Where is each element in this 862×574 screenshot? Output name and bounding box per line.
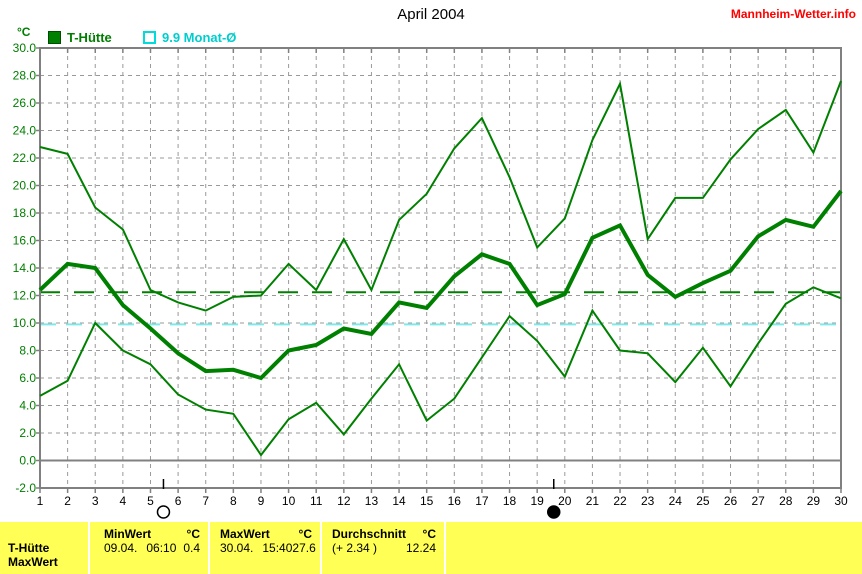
- svg-text:27: 27: [751, 494, 765, 508]
- svg-text:24.0: 24.0: [13, 124, 37, 138]
- svg-text:6: 6: [175, 494, 182, 508]
- svg-text:22.0: 22.0: [13, 151, 37, 165]
- temperature-chart: 30.028.026.024.022.020.018.016.014.012.0…: [13, 41, 848, 519]
- maxwert-unit: °C: [298, 527, 312, 541]
- durchschnitt-value: 12.24: [405, 541, 436, 555]
- page-title: April 2004: [397, 6, 465, 23]
- svg-text:4: 4: [120, 494, 127, 508]
- svg-text:2: 2: [64, 494, 71, 508]
- svg-text:25: 25: [696, 494, 710, 508]
- svg-text:28: 28: [779, 494, 793, 508]
- table-separator: [444, 522, 446, 574]
- table-col-maxwert: MaxWert °C 30.04. 15:40 27.6: [210, 522, 320, 574]
- svg-text:1: 1: [37, 494, 44, 508]
- summary-table: T-Hütte MaxWert MinWert °C 09.04. 06:10 …: [0, 522, 862, 574]
- svg-text:23: 23: [641, 494, 655, 508]
- axis-ticks: [36, 47, 842, 493]
- svg-text:14.0: 14.0: [13, 261, 37, 275]
- table-separator: [208, 522, 210, 574]
- svg-text:21: 21: [586, 494, 600, 508]
- svg-text:14: 14: [392, 494, 406, 508]
- series-Tagesminimum: [39, 286, 842, 457]
- moon-full-icon: [156, 505, 171, 519]
- svg-text:2.0: 2.0: [19, 426, 36, 440]
- svg-text:4.0: 4.0: [19, 399, 36, 413]
- svg-text:3: 3: [92, 494, 99, 508]
- svg-text:13: 13: [365, 494, 379, 508]
- svg-text:11: 11: [310, 494, 323, 508]
- series-Tagesmaximum: [39, 80, 842, 312]
- legend-label-monat-avg: 9.9 Monat-Ø: [162, 30, 237, 45]
- svg-text:26: 26: [724, 494, 738, 508]
- legend-label-t-huette: T-Hütte: [67, 30, 112, 45]
- minwert-time: 06:10: [146, 541, 177, 555]
- svg-text:16.0: 16.0: [13, 234, 37, 248]
- svg-text:12.0: 12.0: [13, 289, 37, 303]
- table-separator: [88, 522, 90, 574]
- minwert-date: 09.04.: [104, 541, 138, 555]
- maxwert-value: 27.6: [292, 541, 316, 555]
- series-Tagesmittel: [38, 189, 843, 381]
- svg-text:15: 15: [420, 494, 434, 508]
- minwert-header: MinWert: [104, 527, 152, 541]
- filled-square-icon: [48, 31, 61, 44]
- svg-text:28.0: 28.0: [13, 69, 37, 83]
- svg-text:10.0: 10.0: [13, 316, 37, 330]
- moon-new-icon: [546, 505, 561, 519]
- table-col-empty: [446, 522, 862, 574]
- svg-text:24: 24: [669, 494, 683, 508]
- svg-text:29: 29: [807, 494, 821, 508]
- maxwert-time: 15:40: [262, 541, 293, 555]
- durchschnitt-unit: °C: [422, 527, 436, 541]
- svg-text:0.0: 0.0: [19, 454, 36, 468]
- table-col-durchschnitt: Durchschnitt °C (+ 2.34 ) 12.24: [322, 522, 444, 574]
- table-col-series: T-Hütte MaxWert: [0, 522, 88, 574]
- svg-text:8: 8: [230, 494, 237, 508]
- svg-text:18.0: 18.0: [13, 206, 37, 220]
- gridlines: [40, 48, 841, 488]
- legend-item-monat-avg: 9.9 Monat-Ø: [143, 30, 236, 45]
- y-axis-labels: 30.0 28.0 26.0 24.0 22.0 20.0 18.0 16.0 14.0 12.0…: [13, 41, 37, 495]
- svg-text:10: 10: [282, 494, 296, 508]
- table-row-label-1: T-Hütte: [8, 541, 50, 555]
- svg-text:-2.0: -2.0: [15, 481, 36, 495]
- svg-text:16: 16: [448, 494, 462, 508]
- svg-text:12: 12: [337, 494, 351, 508]
- x-axis-labels: 1 2 3 4 5 6 7 8 9 10 11 12 13 14 15 16 17 18 19 20 21 22 23 24 2…: [37, 494, 848, 508]
- svg-text:17: 17: [475, 494, 489, 508]
- svg-text:19: 19: [530, 494, 544, 508]
- svg-text:26.0: 26.0: [13, 96, 37, 110]
- svg-text:7: 7: [202, 494, 209, 508]
- svg-text:8.0: 8.0: [19, 344, 36, 358]
- svg-text:30: 30: [834, 494, 848, 508]
- legend-item-t-huette: T-Hütte: [48, 30, 112, 45]
- svg-text:20: 20: [558, 494, 572, 508]
- maxwert-date: 30.04.: [220, 541, 254, 555]
- table-separator: [320, 522, 322, 574]
- durchschnitt-header: Durchschnitt: [332, 527, 407, 541]
- maxwert-header: MaxWert: [220, 527, 270, 541]
- minwert-value: 0.4: [183, 541, 200, 555]
- svg-text:30.0: 30.0: [13, 41, 37, 55]
- table-col-minwert: MinWert °C 09.04. 06:10 0.4: [90, 522, 208, 574]
- open-square-icon: [143, 31, 156, 44]
- site-link[interactable]: Mannheim-Wetter.info: [730, 7, 856, 21]
- svg-text:18: 18: [503, 494, 517, 508]
- svg-text:5: 5: [147, 494, 154, 508]
- svg-text:20.0: 20.0: [13, 179, 37, 193]
- table-row-label-2: MaxWert: [8, 555, 58, 569]
- svg-text:6.0: 6.0: [19, 371, 36, 385]
- y-axis-unit-label: °C: [17, 25, 31, 39]
- durchschnitt-anomaly: (+ 2.34 ): [332, 541, 378, 555]
- svg-text:22: 22: [613, 494, 627, 508]
- minwert-unit: °C: [186, 527, 200, 541]
- svg-text:9: 9: [258, 494, 265, 508]
